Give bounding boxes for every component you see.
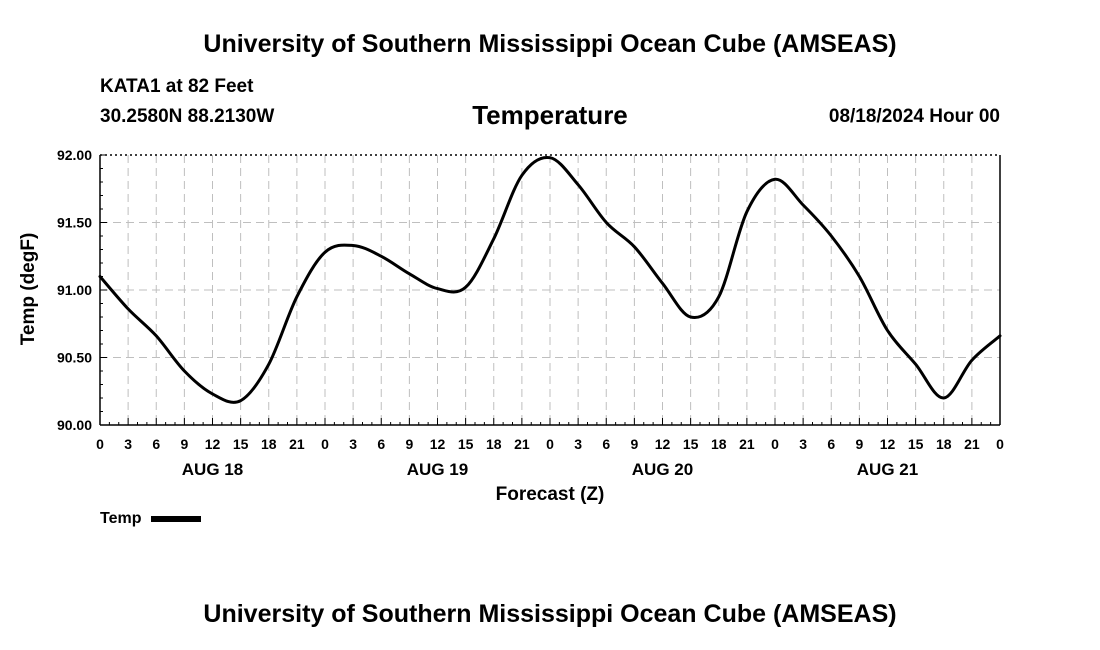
x-tick-label: 12 xyxy=(205,436,221,452)
x-tick-label: 0 xyxy=(996,436,1004,452)
x-tick-label: 6 xyxy=(827,436,835,452)
x-tick-label: 0 xyxy=(96,436,104,452)
x-tick-label: 21 xyxy=(964,436,980,452)
y-tick-label: 91.00 xyxy=(57,282,92,298)
day-label: AUG 20 xyxy=(632,460,693,479)
coordinates-label: 30.2580N 88.2130W xyxy=(100,106,275,127)
y-axis-label: Temp (degF) xyxy=(18,233,39,346)
x-tick-label: 12 xyxy=(430,436,446,452)
x-tick-label: 18 xyxy=(936,436,952,452)
x-tick-label: 3 xyxy=(349,436,357,452)
x-tick-label: 3 xyxy=(124,436,132,452)
x-tick-label: 18 xyxy=(486,436,502,452)
x-tick-label: 6 xyxy=(602,436,610,452)
y-tick-label: 91.50 xyxy=(57,215,92,231)
x-tick-label: 6 xyxy=(377,436,385,452)
plot-title: Temperature xyxy=(472,100,628,130)
x-tick-label: 15 xyxy=(233,436,249,452)
x-tick-label: 0 xyxy=(771,436,779,452)
x-tick-label: 3 xyxy=(574,436,582,452)
temp-series-line xyxy=(98,155,1002,404)
legend-label: Temp xyxy=(100,510,142,527)
x-tick-label: 9 xyxy=(630,436,638,452)
x-tick-label: 15 xyxy=(908,436,924,452)
day-label: AUG 18 xyxy=(182,460,243,479)
chart-title-top: University of Southern Mississippi Ocean… xyxy=(203,30,897,58)
x-tick-label: 21 xyxy=(514,436,530,452)
x-tick-label: 3 xyxy=(799,436,807,452)
x-axis-label: Forecast (Z) xyxy=(496,484,605,505)
x-tick-label: 15 xyxy=(683,436,699,452)
x-tick-label: 21 xyxy=(739,436,755,452)
x-tick-label: 18 xyxy=(711,436,727,452)
x-tick-label: 15 xyxy=(458,436,474,452)
x-tick-label: 12 xyxy=(655,436,671,452)
datetime-label: 08/18/2024 Hour 00 xyxy=(828,106,1000,127)
x-tick-label: 9 xyxy=(180,436,188,452)
y-tick-label: 90.00 xyxy=(57,417,92,433)
x-tick-label: 0 xyxy=(546,436,554,452)
legend-line-swatch xyxy=(151,516,202,522)
x-tick-label: 12 xyxy=(880,436,896,452)
legend: Temp xyxy=(100,510,202,528)
day-label: AUG 21 xyxy=(857,460,918,479)
x-tick-label: 0 xyxy=(321,436,329,452)
station-label: KATA1 at 82 Feet xyxy=(100,76,254,97)
chart-title-bottom: University of Southern Mississippi Ocean… xyxy=(203,600,897,628)
x-tick-label: 6 xyxy=(152,436,160,452)
y-tick-label: 92.00 xyxy=(57,147,92,163)
y-tick-label: 90.50 xyxy=(57,350,92,366)
x-tick-label: 9 xyxy=(405,436,413,452)
x-tick-label: 21 xyxy=(289,436,305,452)
day-label: AUG 19 xyxy=(407,460,468,479)
x-tick-label: 9 xyxy=(855,436,863,452)
x-tick-label: 18 xyxy=(261,436,277,452)
